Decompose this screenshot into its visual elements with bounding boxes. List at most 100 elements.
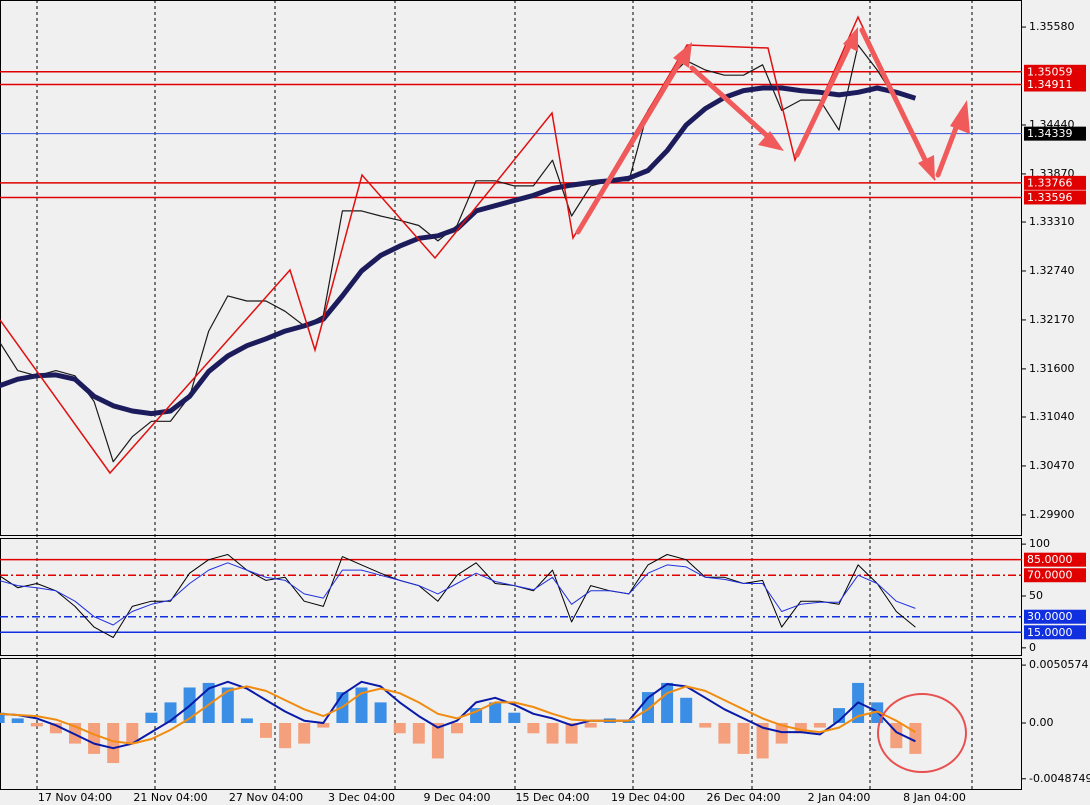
level-label-box — [1024, 609, 1086, 624]
x-tick-label: 15 Dec 04:00 — [516, 791, 590, 804]
level-label: 30.0000 — [1027, 610, 1073, 623]
histogram-bar — [11, 718, 24, 723]
histogram-bar — [49, 722, 62, 734]
histogram-bar — [833, 708, 845, 723]
histogram-bar — [30, 722, 43, 727]
x-tick-label: 21 Nov 04:00 — [133, 791, 207, 804]
arrowhead — [843, 27, 858, 52]
level-label: 85.0000 — [1027, 553, 1073, 566]
histogram-bar — [107, 722, 120, 764]
level-label: 1.34911 — [1027, 78, 1073, 91]
histogram-bar — [279, 722, 292, 749]
y-tick-label: -0.0048749 — [1029, 772, 1090, 785]
arrowhead — [918, 155, 935, 181]
marks: 1.355801.344401.338701.333101.327401.321… — [0, 20, 1090, 804]
level-label-box — [1024, 552, 1086, 567]
series-line — [0, 562, 916, 626]
histogram-bar — [508, 712, 521, 723]
level-label: 70.0000 — [1027, 569, 1073, 582]
histogram-bar — [317, 722, 330, 728]
x-tick-label: 19 Dec 04:00 — [611, 791, 685, 804]
histogram-bar — [661, 682, 674, 723]
histogram-bar — [642, 692, 654, 723]
histogram-bar — [680, 697, 693, 723]
level-label-box — [1024, 190, 1086, 205]
level-label-box — [1024, 625, 1086, 640]
series-line — [0, 85, 917, 417]
level-label-box — [1024, 175, 1086, 190]
histogram-bar — [718, 722, 731, 744]
panel-frames — [0, 0, 1022, 790]
y-tick-label: 1.32170 — [1029, 313, 1075, 326]
level-label: 1.34339 — [1027, 127, 1073, 140]
arrowhead — [950, 100, 970, 134]
histogram-bar — [489, 702, 502, 723]
x-tick-label: 2 Jan 04:00 — [808, 791, 871, 804]
y-tick-label: 50 — [1029, 589, 1043, 602]
level-label: 1.33766 — [1027, 176, 1073, 189]
histogram-bar — [393, 722, 406, 734]
arrows — [575, 27, 970, 235]
level-label-box — [1024, 77, 1086, 92]
histogram-bar — [584, 722, 597, 728]
arrow — [689, 65, 778, 146]
histogram-bar — [88, 722, 101, 754]
arrow — [575, 49, 689, 235]
level-label: 15.0000 — [1027, 626, 1073, 639]
y-tick-label: 0 — [1029, 641, 1036, 654]
histogram-bar — [527, 722, 540, 734]
histogram-bar — [374, 702, 387, 723]
series-line — [0, 554, 916, 638]
histogram-bar — [431, 722, 444, 759]
histogram-bar — [126, 722, 139, 744]
y-tick-label: 1.31600 — [1029, 362, 1075, 375]
arrow — [794, 35, 856, 158]
histogram-bar — [240, 718, 253, 723]
histogram-bar — [699, 722, 712, 728]
histogram-bar — [794, 722, 807, 734]
level-label-box — [1024, 126, 1086, 141]
y-tick-label: 1.35580 — [1029, 20, 1075, 33]
x-tick-label: 3 Dec 04:00 — [328, 791, 395, 804]
level-label: 1.35059 — [1027, 65, 1073, 78]
x-tick-label: 9 Dec 04:00 — [424, 791, 491, 804]
price-panel — [0, 0, 1022, 536]
arrowhead — [758, 131, 784, 151]
histogram-bar — [622, 720, 635, 723]
histogram-bar — [221, 687, 234, 723]
x-tick-label: 17 Nov 04:00 — [38, 791, 112, 804]
x-tick-label: 27 Nov 04:00 — [229, 791, 303, 804]
histogram-bar — [737, 722, 750, 754]
series-line — [0, 680, 916, 750]
y-tick-label: 1.32740 — [1029, 264, 1075, 277]
level-label: 1.33596 — [1027, 191, 1073, 204]
histogram-bar — [298, 722, 311, 744]
histogram-bar — [202, 682, 215, 723]
histogram-bar — [412, 722, 425, 744]
highlight-circle — [877, 693, 967, 773]
histogram-bar — [546, 722, 559, 744]
histogram-bar — [260, 722, 272, 738]
y-tick-label: 1.33310 — [1029, 215, 1075, 228]
macd-panel — [0, 658, 1022, 790]
level-label-box — [1024, 64, 1086, 79]
arrow — [859, 27, 933, 173]
arrowhead — [673, 42, 692, 68]
y-tick-label: 1.29900 — [1029, 508, 1075, 521]
histogram-bar — [0, 712, 5, 723]
y-tick-label: 1.30470 — [1029, 459, 1075, 472]
histogram-bar — [813, 722, 826, 728]
histogram-bar — [145, 712, 158, 723]
y-tick-label: 100 — [1029, 537, 1050, 550]
histogram-bar — [775, 722, 788, 744]
histogram-bar — [451, 722, 463, 734]
x-tick-label: 8 Jan 04:00 — [903, 791, 966, 804]
histogram-bar — [565, 722, 578, 744]
oscillator-panel — [0, 538, 1022, 656]
zigzag — [0, 15, 936, 475]
y-tick-label: 1.31040 — [1029, 410, 1075, 423]
histogram-bar — [756, 722, 769, 759]
series-line — [0, 685, 916, 745]
y-tick-label: 0.0050574 — [1029, 658, 1089, 671]
